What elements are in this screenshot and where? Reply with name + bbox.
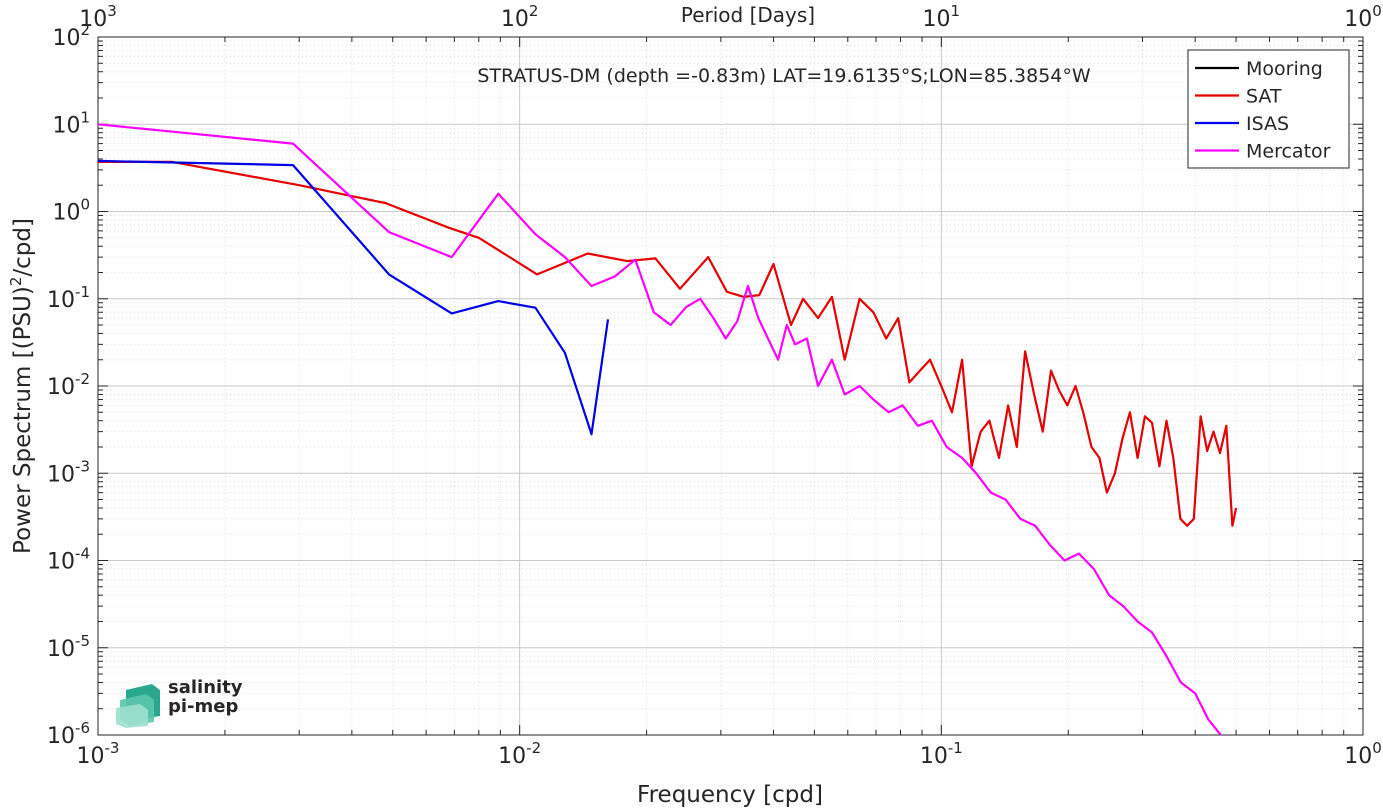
y-tick-exp: 0 xyxy=(80,196,90,214)
legend-label-mercator: Mercator xyxy=(1246,141,1331,163)
y-tick-exp: 1 xyxy=(80,108,90,126)
y-tick-exp: -1 xyxy=(75,283,90,301)
y-tick-exp: -5 xyxy=(75,632,90,650)
top-tick-base: 10 xyxy=(501,7,529,32)
logo-line1: salinity xyxy=(168,677,243,698)
x-tick-exp: -2 xyxy=(526,739,541,757)
y-tick-label: 10-2 xyxy=(47,370,90,400)
top-tick-base: 10 xyxy=(1344,7,1372,32)
y-axis-label-sup: 2 xyxy=(7,277,25,287)
x-tick-base: 10 xyxy=(77,744,105,769)
y-axis-label-main: Power Spectrum [(PSU) xyxy=(10,286,36,554)
chart-title: STRATUS-DM (depth =-0.83m) LAT=19.6135°S… xyxy=(477,65,1091,87)
top-axis-label: Period [Days] xyxy=(681,3,815,27)
y-axis-label: Power Spectrum [(PSU)2/cpd] xyxy=(7,218,36,554)
y-tick-base: 10 xyxy=(47,375,75,400)
series-layer xyxy=(98,123,1238,735)
x-tick-base: 10 xyxy=(920,744,948,769)
legend-label-mooring: Mooring xyxy=(1246,58,1323,80)
series-line-isas xyxy=(98,159,610,436)
series-line-mercator xyxy=(98,123,1223,735)
y-tick-label: 10-4 xyxy=(47,545,90,575)
y-tick-base: 10 xyxy=(47,637,75,662)
top-tick-exp: 2 xyxy=(529,2,539,20)
minor-grid xyxy=(98,37,1363,735)
x-axis-label: Frequency [cpd] xyxy=(637,782,823,808)
x-tick-exp: 0 xyxy=(1372,739,1382,757)
y-tick-base: 10 xyxy=(47,462,75,487)
top-tick-exp: 1 xyxy=(951,2,961,20)
top-tick-label: 101 xyxy=(923,2,961,32)
x-tick-label: 100 xyxy=(1344,739,1382,769)
y-tick-exp: -3 xyxy=(75,457,90,475)
y-tick-label: 100 xyxy=(52,196,90,226)
x-tick-exp: -1 xyxy=(948,739,963,757)
legend-box xyxy=(1187,49,1350,169)
x-tick-base: 10 xyxy=(498,744,526,769)
x-tick-label: 10-1 xyxy=(920,739,963,769)
y-tick-label: 10-1 xyxy=(47,283,90,313)
salinity-pi-mep-logo: salinity pi-mep xyxy=(116,677,243,728)
top-tick-label: 102 xyxy=(501,2,539,32)
y-tick-exp: 2 xyxy=(80,21,90,39)
y-tick-exp: -2 xyxy=(75,370,90,388)
top-tick-label: 103 xyxy=(79,2,117,32)
top-tick-base: 10 xyxy=(79,7,107,32)
y-tick-label: 10-6 xyxy=(47,719,90,749)
legend-label-sat: SAT xyxy=(1246,86,1282,108)
top-tick-exp: 3 xyxy=(107,2,117,20)
logo-mark-icon xyxy=(116,684,160,728)
top-tick-base: 10 xyxy=(923,7,951,32)
legend: Mooring SAT ISAS Mercator xyxy=(1187,49,1350,169)
y-tick-label: 101 xyxy=(52,108,90,138)
top-tick-exp: 0 xyxy=(1372,2,1382,20)
logo-line2: pi-mep xyxy=(168,696,238,717)
x-tick-label: 10-2 xyxy=(498,739,541,769)
legend-label-isas: ISAS xyxy=(1246,113,1289,135)
y-tick-base: 10 xyxy=(52,113,80,138)
y-tick-exp: -4 xyxy=(75,545,90,563)
x-tick-exp: -3 xyxy=(105,739,120,757)
y-tick-base: 10 xyxy=(52,201,80,226)
y-tick-base: 10 xyxy=(47,724,75,749)
y-tick-label: 10-3 xyxy=(47,457,90,487)
series-line-sat xyxy=(98,160,1238,527)
y-tick-label: 102 xyxy=(52,21,90,51)
y-axis-label-tail: /cpd] xyxy=(10,218,36,277)
y-tick-label: 10-5 xyxy=(47,632,90,662)
top-tick-label: 100 xyxy=(1344,2,1382,32)
y-tick-exp: -6 xyxy=(75,719,90,737)
y-tick-base: 10 xyxy=(47,550,75,575)
x-tick-label: 10-3 xyxy=(77,739,120,769)
x-tick-base: 10 xyxy=(1344,744,1372,769)
y-tick-base: 10 xyxy=(47,288,75,313)
y-tick-base: 10 xyxy=(52,26,80,51)
axis-ticks xyxy=(97,36,1364,736)
